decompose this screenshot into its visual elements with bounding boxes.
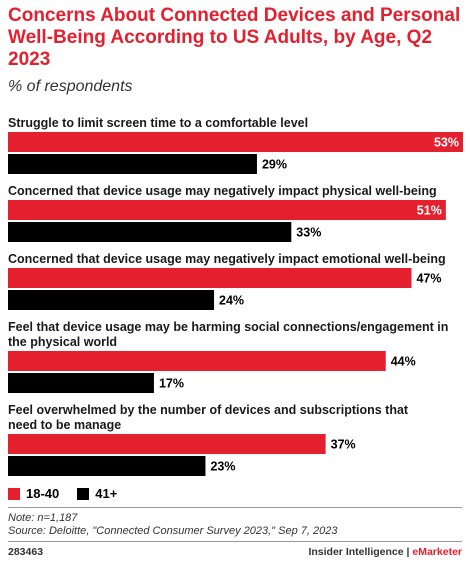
value-label: 24% — [219, 294, 244, 308]
category-label: Feel that device usage may be harming so… — [8, 320, 448, 334]
value-label: 17% — [159, 377, 184, 391]
legend-label-18-40: 18-40 — [26, 486, 60, 501]
divider — [8, 541, 462, 542]
category-label: Feel overwhelmed by the number of device… — [8, 403, 409, 417]
bar-chart: Struggle to limit screen time to a comfo… — [8, 116, 463, 476]
divider — [8, 507, 462, 508]
brand-accent: eMarketer — [412, 546, 462, 558]
chart-subtitle: % of respondents — [8, 78, 133, 95]
value-label: 47% — [416, 272, 441, 286]
value-label: 53% — [434, 136, 459, 150]
value-label: 51% — [417, 204, 442, 218]
legend-item-18-40: 18-40 — [8, 486, 59, 501]
category-label: Struggle to limit screen time to a comfo… — [8, 116, 308, 130]
value-label: 29% — [262, 158, 287, 172]
category-label: need to be manage — [8, 418, 121, 432]
category-label: Concerned that device usage may negative… — [8, 184, 437, 198]
legend-swatch-41-plus — [77, 487, 90, 500]
bar-41-plus — [8, 456, 206, 476]
brand: Insider Intelligence | eMarketer — [308, 546, 462, 558]
bar-41-plus — [8, 373, 154, 393]
value-label: 23% — [210, 460, 235, 474]
legend-item-41-plus: 41+ — [77, 486, 117, 501]
legend-label-41-plus: 41+ — [95, 486, 118, 501]
bar-41-plus — [8, 154, 257, 174]
bar-18-40 — [8, 132, 463, 152]
notes: Note: n=1,187 Source: Deloitte, "Connect… — [8, 512, 337, 538]
chart-title: Concerns About Connected Devices and Per… — [8, 5, 461, 70]
bar-18-40 — [8, 434, 326, 454]
bar-18-40 — [8, 268, 412, 288]
note-text: Note: n=1,187 — [8, 512, 78, 524]
brand-separator: | — [403, 546, 413, 558]
value-label: 37% — [331, 438, 356, 452]
legend: 18-40 41+ — [8, 486, 135, 501]
bar-41-plus — [8, 222, 292, 242]
bar-18-40 — [8, 200, 446, 220]
value-label: 33% — [296, 226, 321, 240]
chart-id: 283463 — [8, 546, 44, 558]
bar-41-plus — [8, 290, 215, 310]
bar-18-40 — [8, 351, 386, 371]
legend-swatch-18-40 — [8, 487, 20, 500]
value-label: 44% — [391, 355, 416, 369]
category-label: the physical world — [8, 335, 117, 349]
source-text: Source: Deloitte, "Connected Consumer Su… — [8, 525, 338, 537]
brand-main: Insider Intelligence — [308, 546, 404, 558]
category-label: Concerned that device usage may negative… — [8, 252, 446, 266]
